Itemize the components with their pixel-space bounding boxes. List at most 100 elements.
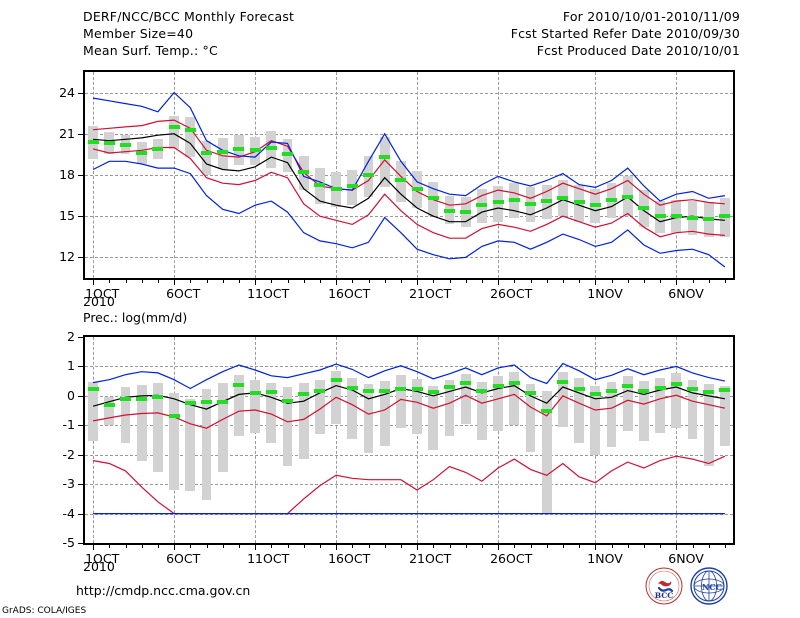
observation-marker [184,401,196,406]
x-axis-tick-label: 16OCT [328,286,371,301]
spread-bar [671,372,682,429]
ncc-logo: NCC [690,567,728,605]
y-axis-tick [78,425,83,427]
header-left-block: DERF/NCC/BCC Monthly Forecast Member Siz… [83,8,294,59]
series-line [92,393,726,429]
observation-marker [281,399,293,404]
x-axis-tick-label: 6NOV [668,286,704,301]
spread-bar [185,117,196,158]
observation-marker [298,170,310,175]
y-axis-tick-label: -2 [62,446,75,462]
observation-marker [330,377,342,382]
observation-marker [508,380,520,385]
spread-bar [282,387,293,467]
observation-marker [476,388,488,393]
observation-marker [557,379,569,384]
series-lines [92,91,726,268]
observation-marker [589,392,601,397]
spread-bar [104,397,115,426]
spread-bar [720,385,730,446]
observation-marker [168,124,180,129]
observation-marker [622,194,634,199]
x-axis-minor-tick [465,545,467,548]
gridline-vertical [255,337,257,543]
x-axis-minor-tick [287,545,289,548]
observation-marker [638,388,650,393]
observation-marker [411,186,423,191]
x-axis-minor-tick [141,545,143,548]
header: DERF/NCC/BCC Monthly Forecast Member Siz… [0,0,800,70]
gridline-horizontal [85,175,733,176]
x-axis-tick-label: 6OCT [166,286,201,301]
x-axis-tick-label: 21OCT [409,286,452,301]
x-axis-minor-tick [724,280,726,283]
y-axis-tick [78,92,83,94]
spread-bar [234,374,244,436]
website-url[interactable]: http://cmdp.ncc.cma.gov.cn [76,583,251,598]
x-axis-minor-tick [368,280,370,283]
gridline-vertical [417,337,419,543]
x-axis-minor-tick [643,545,645,548]
x-axis-minor-tick [384,280,386,283]
forecast-period-label: For 2010/10/01-2010/11/09 [562,9,740,24]
observation-marker [136,396,148,401]
observation-marker [605,197,617,202]
x-axis-minor-tick [271,545,273,548]
observation-marker [492,384,504,389]
x-axis-minor-tick [109,545,111,548]
x-axis-minor-tick [562,545,564,548]
x-axis-minor-tick [514,545,516,548]
observation-marker [541,199,553,204]
x-axis-minor-tick [676,545,678,548]
spread-bar [185,398,196,492]
x-axis-minor-tick [530,545,532,548]
gridline-vertical [336,337,338,543]
x-axis-minor-tick [287,280,289,283]
x-axis-minor-tick [692,280,694,283]
observation-marker [395,178,407,183]
observation-marker [573,200,585,205]
gridline-horizontal [85,92,733,94]
x-axis-minor-tick [303,280,305,283]
x-axis-tick-label: 26OCT [490,551,533,566]
spread-bar [169,115,179,149]
spread-bar [217,382,228,473]
observation-marker [703,390,715,395]
y-axis-tick [78,513,83,515]
observation-marker [346,385,358,390]
spread-bar [493,375,503,432]
x-axis-minor-tick [627,280,629,283]
gridline-horizontal [85,366,733,368]
spread-bar [169,392,179,491]
x-axis-minor-tick [303,545,305,548]
x-axis-minor-tick [352,280,354,283]
x-axis-minor-tick [319,280,321,283]
x-axis-minor-tick [433,545,435,548]
observation-marker [168,414,180,419]
x-axis-minor-tick [676,280,678,283]
spread-bar [428,385,439,451]
x-axis-tick-label: 21OCT [409,551,452,566]
x-axis-minor-tick [336,545,338,548]
x-axis-minor-tick [319,545,321,548]
gridline-horizontal [85,425,733,427]
precipitation-plot [83,335,735,545]
x-axis-minor-tick [384,545,386,548]
observation-marker [427,390,439,395]
observation-marker [443,208,455,213]
observation-marker [103,402,115,407]
spread-bar [201,388,212,501]
x-axis-minor-tick [498,545,500,548]
observation-marker [217,399,229,404]
spread-bar [266,383,277,443]
x-axis-minor-tick [190,280,192,283]
gridline-vertical [93,72,95,278]
observation-marker [395,387,407,392]
observation-marker [281,152,293,157]
observation-marker [557,196,569,201]
observation-marker [265,145,277,150]
observation-marker [152,395,164,400]
x-axis-minor-tick [481,280,483,283]
observation-marker [87,386,99,391]
